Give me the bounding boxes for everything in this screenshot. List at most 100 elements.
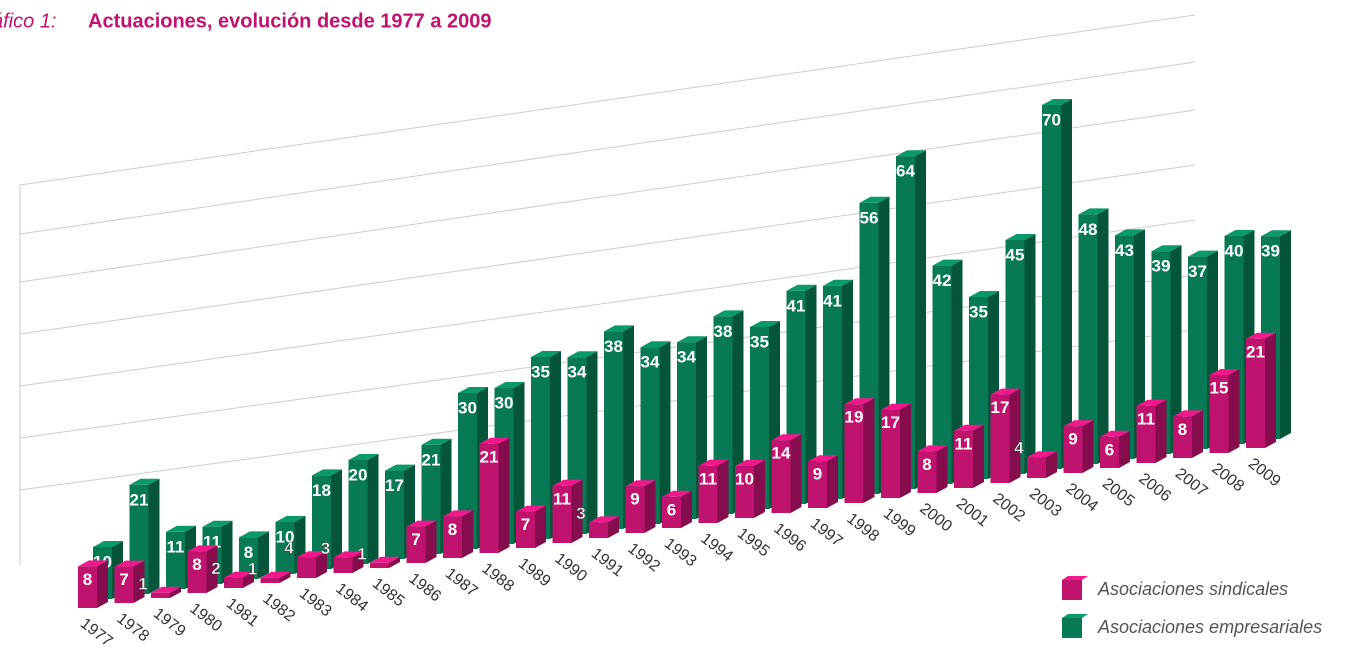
bar bbox=[1246, 332, 1276, 448]
bar-top bbox=[1115, 229, 1145, 236]
value-label: 56 bbox=[860, 208, 879, 227]
bar-front bbox=[224, 577, 243, 588]
bar-side bbox=[148, 478, 160, 594]
bar-top bbox=[129, 478, 160, 485]
bar-top bbox=[1151, 245, 1182, 252]
bar-top bbox=[823, 279, 853, 286]
value-label: 48 bbox=[1079, 220, 1098, 239]
bar-side bbox=[316, 551, 327, 578]
bar-top bbox=[808, 455, 838, 462]
bar-side bbox=[352, 551, 364, 573]
bar-front bbox=[443, 516, 462, 558]
bar-top bbox=[370, 556, 400, 563]
x-tick-label: 1979 bbox=[150, 605, 189, 640]
bar-top bbox=[385, 464, 415, 471]
value-label: 11 bbox=[955, 434, 973, 453]
grid-line bbox=[19, 14, 1196, 186]
bar-front bbox=[1173, 416, 1192, 458]
value-label: 4 bbox=[284, 539, 294, 558]
value-label: 9 bbox=[630, 490, 639, 509]
bar bbox=[443, 510, 473, 558]
bar-front bbox=[1078, 214, 1098, 464]
bar-top bbox=[93, 541, 123, 547]
bar-side bbox=[681, 490, 692, 528]
bar-front bbox=[823, 285, 842, 499]
value-label: 21 bbox=[422, 450, 441, 469]
bar-top bbox=[297, 551, 327, 558]
bar-top bbox=[990, 388, 1021, 395]
bar-top bbox=[516, 505, 546, 512]
bar-side bbox=[717, 459, 729, 523]
bar-side bbox=[1119, 430, 1130, 468]
bar-top bbox=[1261, 230, 1291, 237]
bar-top bbox=[677, 336, 707, 343]
x-tick-label: 1987 bbox=[442, 565, 481, 600]
value-label: 43 bbox=[1115, 241, 1134, 260]
bar-top bbox=[1042, 99, 1072, 105]
bar-side bbox=[425, 520, 437, 563]
value-label: 38 bbox=[604, 337, 623, 356]
x-tick-label: 2000 bbox=[916, 500, 955, 535]
value-label: 21 bbox=[1246, 342, 1265, 361]
x-tick-label: 1981 bbox=[223, 595, 262, 630]
value-label: 19 bbox=[845, 408, 864, 427]
bar-top bbox=[239, 531, 269, 538]
bar bbox=[348, 454, 379, 564]
bar-front bbox=[312, 475, 331, 569]
bar-top bbox=[1173, 410, 1203, 417]
x-tick-label: 1996 bbox=[770, 520, 809, 555]
bar-top bbox=[458, 387, 488, 393]
value-label: 1 bbox=[138, 574, 147, 593]
x-tick-label: 1983 bbox=[296, 585, 335, 620]
value-label: 7 bbox=[119, 570, 128, 589]
bar-top bbox=[1188, 250, 1218, 257]
bar-top bbox=[260, 571, 291, 578]
bar-side bbox=[1170, 245, 1182, 454]
bar bbox=[1063, 420, 1094, 473]
bar-front bbox=[844, 404, 864, 503]
value-label: 21 bbox=[480, 447, 499, 466]
bar-front bbox=[187, 551, 207, 593]
bar-top bbox=[224, 571, 254, 578]
bar-front bbox=[370, 562, 389, 568]
bar bbox=[625, 480, 656, 533]
bar-top bbox=[1078, 208, 1109, 215]
value-label: 11 bbox=[553, 489, 571, 508]
bar-side bbox=[790, 434, 802, 513]
bar-top bbox=[786, 284, 817, 291]
value-label: 20 bbox=[349, 465, 368, 484]
bar-top bbox=[114, 560, 145, 567]
bar-front bbox=[662, 496, 681, 528]
bar-top bbox=[567, 351, 598, 358]
bar-side bbox=[1280, 230, 1291, 439]
bar-side bbox=[513, 382, 525, 544]
bar-side bbox=[1265, 332, 1276, 448]
bar-side bbox=[1009, 388, 1021, 483]
grid-line bbox=[19, 219, 1196, 387]
bar-top bbox=[881, 403, 911, 410]
bar-side bbox=[1097, 208, 1109, 464]
legend-label: Asociaciones sindicales bbox=[1097, 579, 1288, 599]
value-label: 18 bbox=[312, 481, 331, 500]
bar-side bbox=[973, 424, 984, 488]
bar-front bbox=[604, 331, 623, 529]
value-label: 34 bbox=[677, 348, 696, 367]
bar-side bbox=[1228, 369, 1240, 453]
bar-top bbox=[479, 437, 510, 444]
value-label: 14 bbox=[772, 444, 791, 463]
bar-top bbox=[698, 459, 729, 466]
bar-front bbox=[735, 466, 754, 518]
bar-side bbox=[258, 531, 269, 579]
value-label: 11 bbox=[1137, 409, 1155, 428]
bar-front bbox=[297, 557, 316, 578]
value-label: 8 bbox=[448, 520, 457, 539]
value-label: 8 bbox=[1178, 420, 1187, 439]
bar bbox=[1027, 451, 1057, 478]
bar-top bbox=[166, 525, 196, 532]
bar bbox=[640, 341, 671, 524]
bar bbox=[297, 551, 327, 578]
value-label: 6 bbox=[667, 500, 676, 519]
bar-side bbox=[1046, 451, 1057, 478]
bar bbox=[698, 459, 729, 523]
bar-top bbox=[1005, 234, 1036, 240]
